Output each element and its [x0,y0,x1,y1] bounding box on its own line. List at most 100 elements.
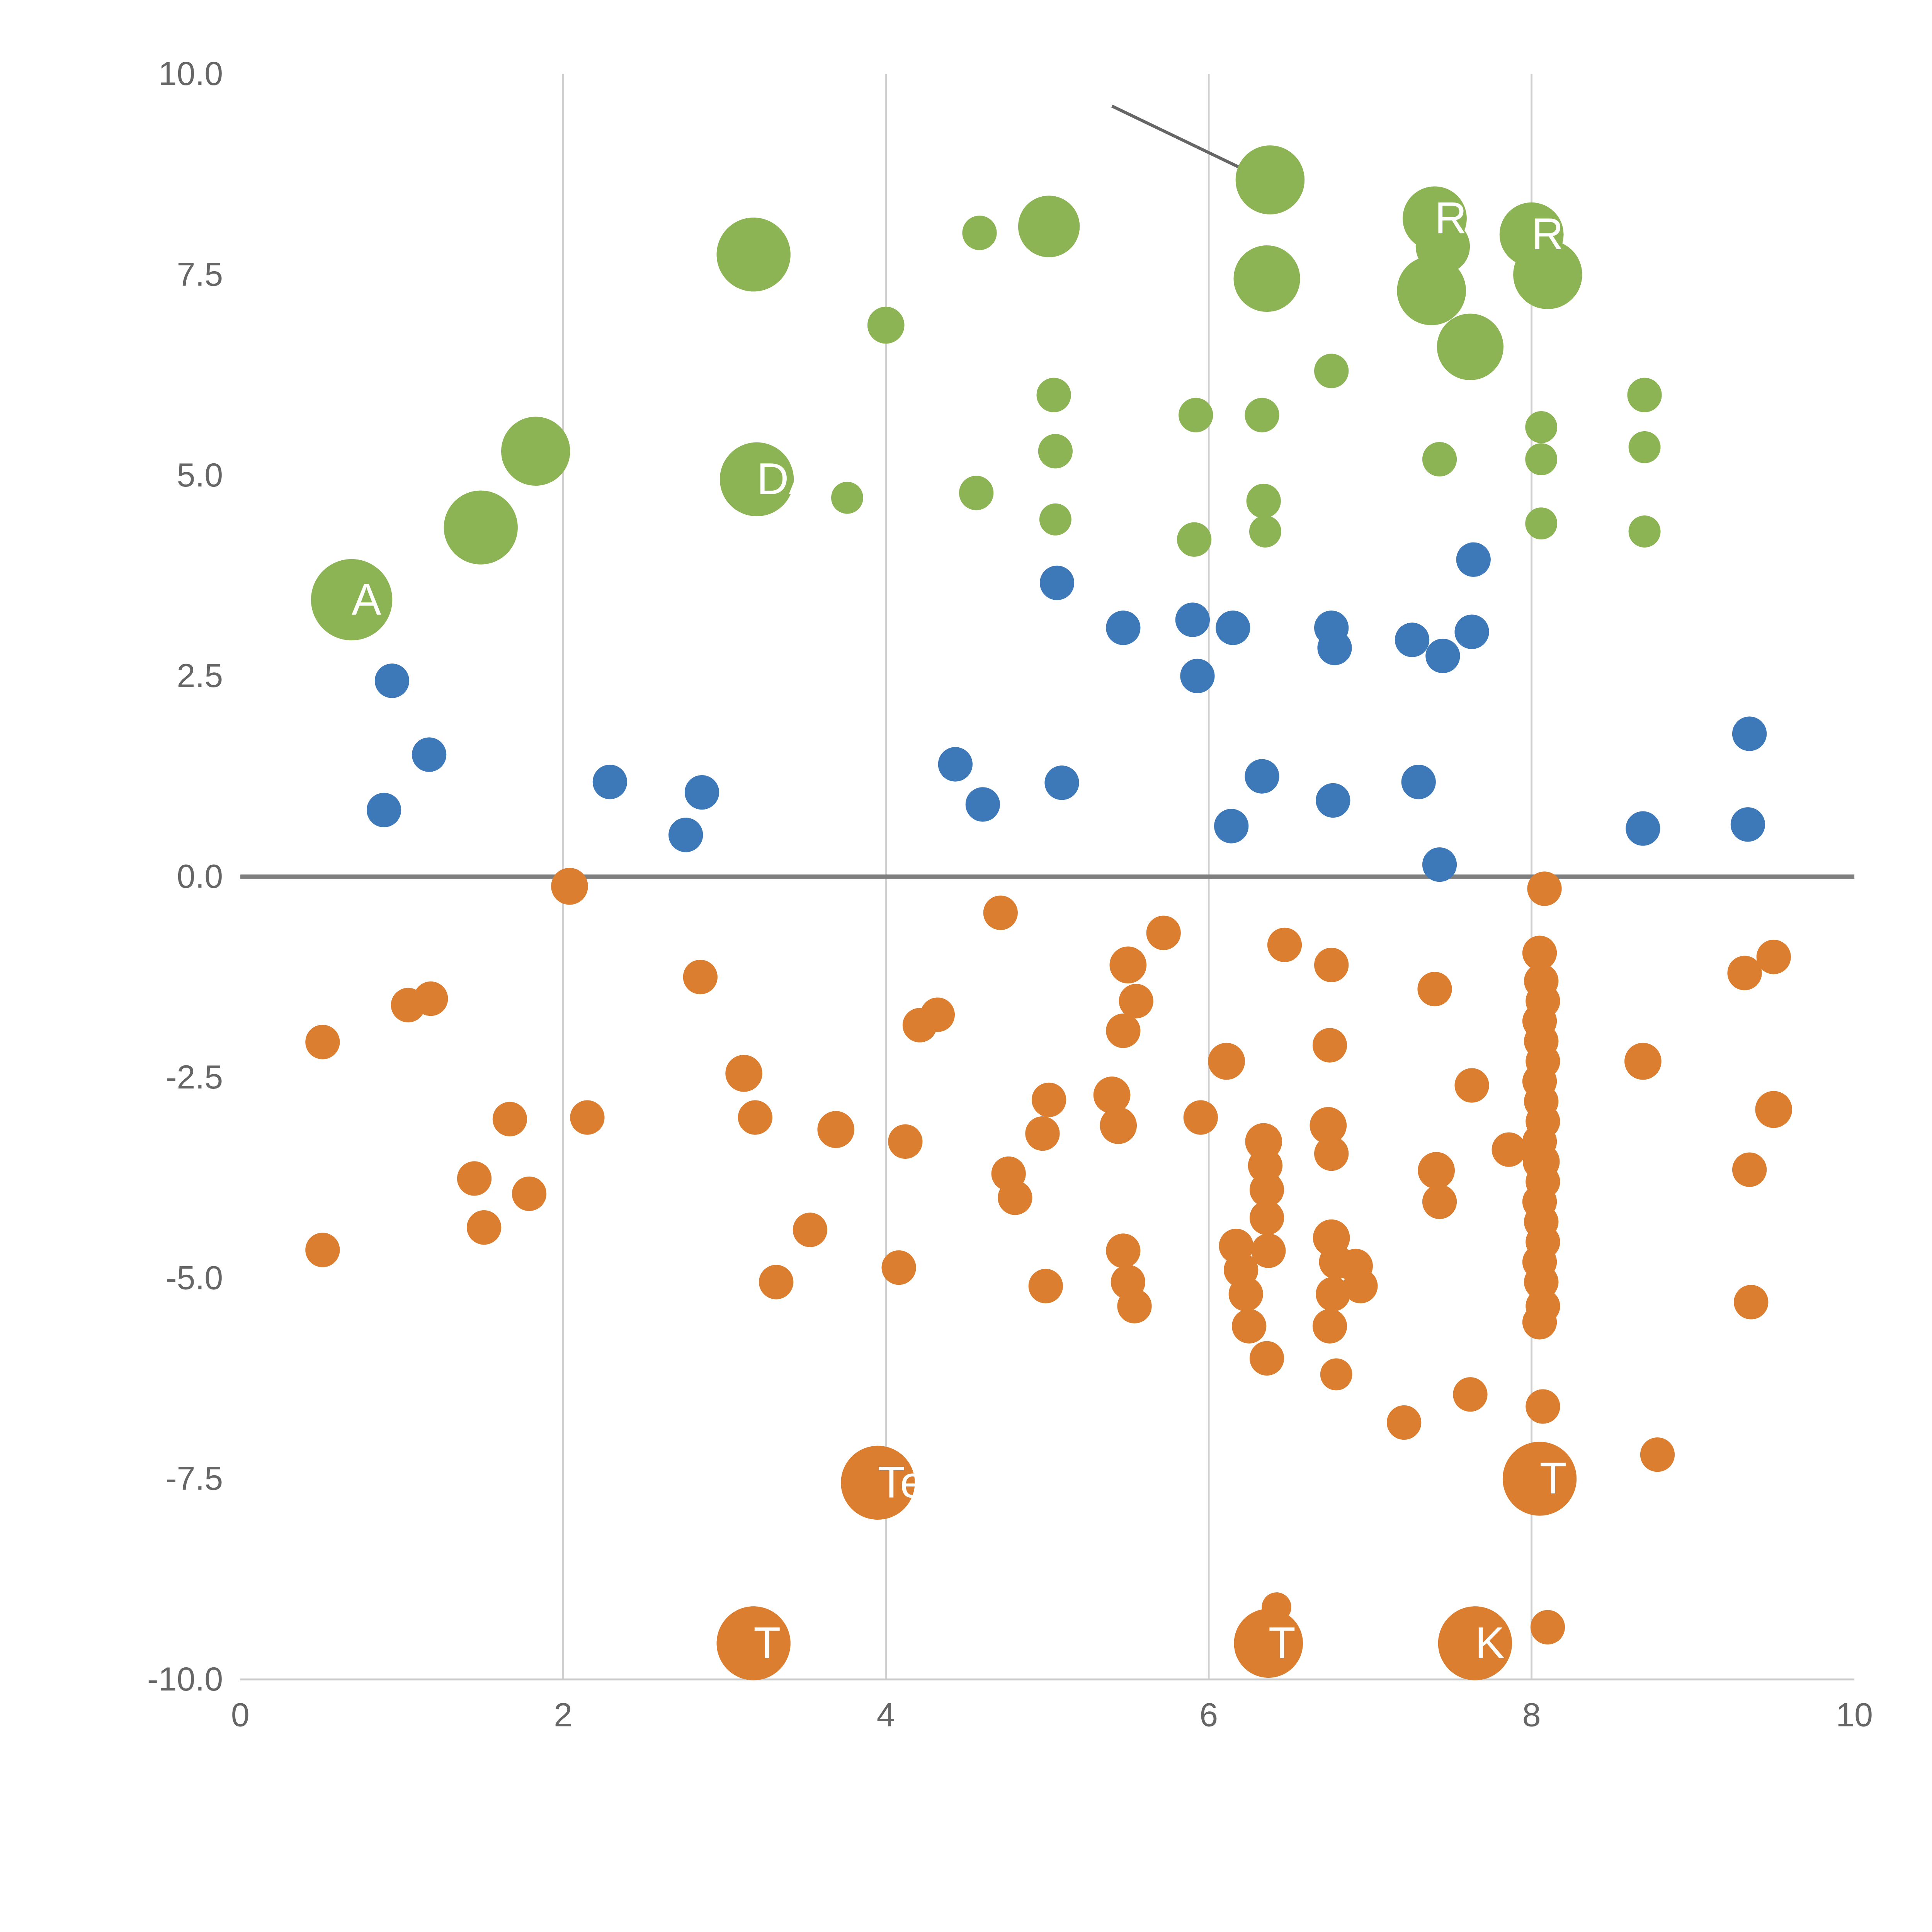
scatter-point-orange [1146,915,1181,950]
scatter-point-green [959,476,994,510]
y-tick-label: 0.0 [177,858,223,895]
scatter-point-orange [305,1025,340,1060]
scatter-point-green [1249,515,1281,548]
scatter-point-orange [1502,1442,1577,1516]
scatter-point-green [1038,434,1073,469]
scatter-point-blue [1422,847,1457,882]
scatter-point-orange [1106,1233,1141,1268]
bubble-label: DA [757,454,819,504]
scatter-point-green [867,306,905,344]
scatter-point-orange [725,1054,762,1092]
scatter-point-orange [1732,1152,1767,1187]
scatter-point-blue [1732,716,1767,751]
scatter-point-green [1233,245,1300,312]
annotation-line [1111,104,1260,178]
y-tick-label: -2.5 [166,1059,223,1096]
scatter-point-green [1397,256,1466,325]
scatter-point-blue [1106,611,1141,645]
scatter-point-orange [457,1161,492,1196]
scatter-point-blue [1175,602,1210,637]
scatter-point-orange [888,1124,923,1159]
scatter-point-blue [938,747,973,782]
scatter-point-orange [1310,1107,1347,1144]
bubble-label: R [1435,194,1467,243]
scatter-point-blue [1456,542,1491,577]
scatter-point-orange [1640,1437,1675,1472]
scatter-point-orange [1453,1377,1488,1412]
scatter-point-orange [1093,1077,1131,1114]
scatter-point-blue [684,775,719,810]
scatter-point-orange [841,1446,915,1520]
scatter-point-orange [551,867,588,905]
bubble-label: R [1532,209,1564,259]
scatter-point-orange [1316,1277,1350,1311]
scatter-point-orange [1234,1609,1303,1678]
bubble-label: Te [878,1458,925,1507]
scatter-point-blue [592,765,628,799]
scatter-point-orange [881,1250,916,1285]
x-tick-label: 10 [1836,1696,1873,1733]
scatter-point-orange [1755,1091,1793,1128]
scatter-point-orange [998,1180,1032,1215]
scatter-point-orange [1249,1341,1284,1376]
scatter-point-blue [1317,631,1352,665]
scatter-point-orange [1100,1107,1137,1144]
scatter-point-orange [1422,1184,1457,1219]
x-tick-label: 6 [1199,1696,1218,1733]
scatter-point-green [311,559,393,641]
x-tick-label: 8 [1522,1696,1541,1733]
scatter-point-orange [983,895,1018,930]
scatter-point-orange [1417,972,1452,1007]
scatter-point-orange [1312,1309,1347,1344]
scatter-point-green [1513,240,1582,309]
scatter-point-orange [1526,1389,1560,1424]
scatter-point-green [1525,411,1558,443]
scatter-point-orange [1025,1116,1060,1151]
scatter-point-orange [1522,1305,1557,1340]
scatter-point-orange [305,1233,340,1267]
y-tick-label: -7.5 [166,1460,223,1497]
scatter-point-green [1246,483,1281,519]
scatter-point-orange [683,959,718,995]
scatter-point-orange [1522,935,1557,970]
scatter-point-orange [1530,1610,1565,1645]
scatter-point-orange [1231,1309,1267,1344]
scatter-point-orange [716,1606,791,1680]
scatter-point-orange [1117,1289,1152,1323]
scatter-point-orange [1267,927,1302,963]
scatter-point-green [1437,313,1504,380]
scatter-point-green [1525,507,1558,540]
scatter-point-blue [668,818,703,852]
y-tick-label: 2.5 [177,657,223,694]
scatter-point-blue [1401,765,1436,799]
scatter-point-orange [1119,984,1153,1019]
scatter-point-orange [1320,1358,1352,1391]
scatter-point-green [1245,398,1279,432]
scatter-point-blue [1425,638,1460,673]
scatter-point-orange [1343,1269,1378,1303]
scatter-point-green [1177,522,1212,557]
scatter-point-orange [1454,1068,1489,1103]
scatter-point-green [962,216,997,250]
scatter-point-orange [793,1213,828,1247]
scatter-point-orange [920,997,955,1032]
scatter-point-green [719,442,794,517]
scatter-point-orange [1262,1592,1291,1622]
scatter-point-orange [1106,1014,1141,1048]
scatter-point-green [1179,398,1213,432]
scatter-point-orange [1251,1233,1286,1268]
scatter-point-orange [1249,1201,1284,1235]
scatter-point-green [444,490,518,565]
scatter-point-orange [570,1100,605,1135]
scatter-point-blue [412,737,447,772]
scatter-point-green [1039,503,1071,536]
scatter-point-orange [1109,946,1147,984]
scatter-point-blue [1730,807,1765,842]
x-tick-label: 4 [877,1696,895,1733]
scatter-point-orange [1314,1136,1349,1171]
scatter-point-blue [1454,614,1489,649]
scatter-point-blue [965,787,1000,822]
scatter-point-green [1235,145,1305,214]
scatter-point-green [1422,442,1457,477]
